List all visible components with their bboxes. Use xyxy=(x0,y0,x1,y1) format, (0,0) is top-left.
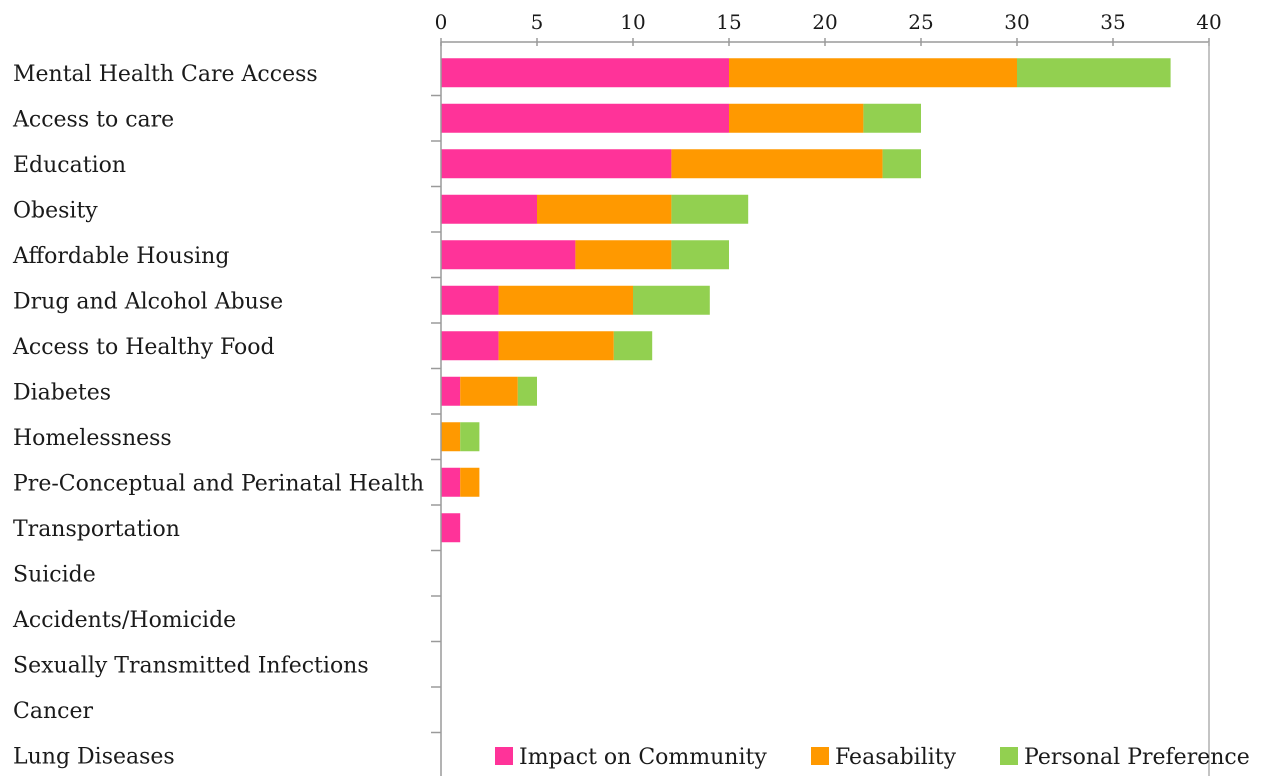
x-axis-ticks: 0 5 10 15 20 25 30 35 40 xyxy=(435,10,1222,46)
category-label: Affordable Housing xyxy=(12,244,229,269)
bar-segment-impact-on-community xyxy=(441,240,576,270)
bar-segment-impact-on-community xyxy=(441,58,729,88)
bar-segment-feasability xyxy=(671,149,883,179)
legend-label: Feasability xyxy=(835,745,957,770)
category-label: Mental Health Care Access xyxy=(13,62,318,87)
bar-segments xyxy=(441,58,1171,543)
legend-label: Personal Preference xyxy=(1024,745,1250,770)
bar-segment-personal-preference xyxy=(633,285,710,315)
x-tick-label: 0 xyxy=(435,10,448,34)
bar-segment-feasability xyxy=(729,58,1017,88)
legend-swatch xyxy=(811,747,829,765)
bar-segment-personal-preference xyxy=(517,376,537,406)
legend-swatch xyxy=(1000,747,1018,765)
category-label: Drug and Alcohol Abuse xyxy=(13,289,283,314)
category-label: Lung Diseases xyxy=(13,744,175,769)
x-tick-label: 5 xyxy=(531,10,544,34)
bar-segment-personal-preference xyxy=(863,103,921,133)
bar-segment-personal-preference xyxy=(460,422,480,452)
x-tick-label: 40 xyxy=(1196,10,1221,34)
bar-segment-feasability xyxy=(729,103,864,133)
bar-segment-feasability xyxy=(441,422,461,452)
legend-swatch xyxy=(495,747,513,765)
bar-segment-impact-on-community xyxy=(441,194,537,224)
bar-segment-impact-on-community xyxy=(441,331,499,361)
category-label: Accidents/Homicide xyxy=(12,608,236,633)
bar-segment-impact-on-community xyxy=(441,513,461,543)
category-label: Transportation xyxy=(13,517,180,542)
bar-segment-personal-preference xyxy=(671,240,729,270)
category-label: Diabetes xyxy=(13,380,111,405)
legend-label: Impact on Community xyxy=(519,745,767,770)
x-tick-label: 25 xyxy=(908,10,933,34)
legend: Impact on Community Feasability Personal P… xyxy=(495,745,1250,770)
category-label: Cancer xyxy=(13,699,93,724)
bar-segment-feasability xyxy=(460,376,518,406)
category-label: Pre-Conceptual and Perinatal Health xyxy=(13,471,424,496)
bar-segment-impact-on-community xyxy=(441,103,729,133)
bar-segment-impact-on-community xyxy=(441,149,672,179)
x-tick-label: 35 xyxy=(1100,10,1125,34)
bar-segment-personal-preference xyxy=(1017,58,1171,88)
category-labels: Mental Health Care Access Access to care E… xyxy=(12,62,424,770)
bar-segment-impact-on-community xyxy=(441,285,499,315)
bar-segment-personal-preference xyxy=(613,331,653,361)
bar-segment-feasability xyxy=(575,240,672,270)
category-label: Sexually Transmitted Infections xyxy=(13,653,369,678)
bar-segment-personal-preference xyxy=(671,194,749,224)
x-tick-label: 30 xyxy=(1004,10,1029,34)
x-tick-label: 20 xyxy=(812,10,837,34)
bar-segment-feasability xyxy=(537,194,672,224)
bar-segment-impact-on-community xyxy=(441,467,461,497)
category-label: Access to care xyxy=(12,107,174,132)
bar-segment-personal-preference xyxy=(882,149,921,179)
axes xyxy=(431,41,1210,776)
bar-segment-feasability xyxy=(460,467,480,497)
bar-segment-feasability xyxy=(498,331,614,361)
category-label: Access to Healthy Food xyxy=(12,335,275,360)
category-label: Suicide xyxy=(13,562,96,587)
x-tick-label: 10 xyxy=(620,10,645,34)
category-label: Homelessness xyxy=(13,426,172,451)
category-label: Education xyxy=(13,153,126,178)
category-label: Obesity xyxy=(13,198,98,223)
bar-segment-impact-on-community xyxy=(441,376,461,406)
x-tick-label: 15 xyxy=(716,10,741,34)
bar-segment-feasability xyxy=(498,285,633,315)
